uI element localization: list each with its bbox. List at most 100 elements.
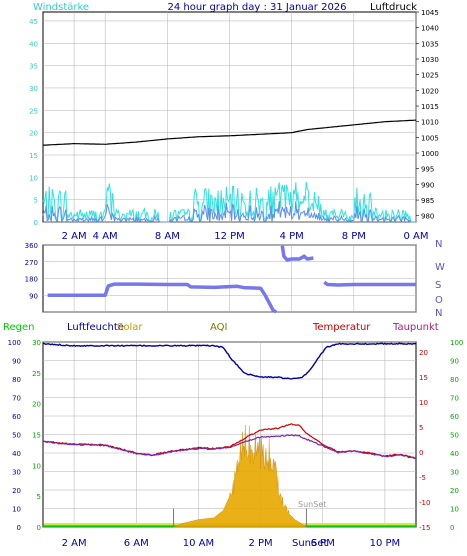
wind-tick-label: 25 xyxy=(29,107,38,115)
weather-series xyxy=(42,342,417,528)
time-tick-label: 12 PM xyxy=(214,231,245,242)
pressure-tick-label: 1030 xyxy=(421,56,439,64)
pressure-tick-label: 995 xyxy=(421,166,434,174)
weather-time-tick-label: 2 PM xyxy=(248,538,272,549)
compass-label: N xyxy=(435,308,442,319)
time-tick-label: 8 AM xyxy=(155,231,180,242)
percent-tick-label: 80 xyxy=(450,376,459,384)
weather-time-tick-label: 6 AM xyxy=(124,538,149,549)
rain-tick-label: 90 xyxy=(12,358,21,366)
legend-dewpoint: Taupunkt xyxy=(392,322,439,333)
temperature-tick-label: -5 xyxy=(419,474,426,482)
header-left-label: Windstärke xyxy=(33,2,89,13)
wind-tick-label: 35 xyxy=(29,63,38,71)
pressure-tick-label: 1010 xyxy=(421,119,439,127)
sunset-axis-label: SunSet xyxy=(292,538,328,549)
pressure-tick-label: 990 xyxy=(421,181,434,189)
rain-tick-label: 40 xyxy=(12,450,21,458)
pressure-tick-label: 1045 xyxy=(421,9,439,17)
humidity-line xyxy=(42,342,416,380)
direction-series xyxy=(47,245,416,314)
humidity-tick-label: 10 xyxy=(32,462,41,470)
temperature-tick-label: -10 xyxy=(419,499,430,507)
weather-time-tick-label: 10 AM xyxy=(183,538,214,549)
wind-tick-label: 10 xyxy=(29,174,38,182)
compass-label: O xyxy=(435,295,443,306)
time-tick-label: 2 AM xyxy=(62,231,87,242)
time-tick-label: 0 AM xyxy=(403,231,428,242)
humidity-tick-label: 5 xyxy=(37,493,41,501)
rain-tick-label: 50 xyxy=(12,432,21,440)
direction-tick-label: 270 xyxy=(25,259,38,267)
legend-solar: Solar xyxy=(117,322,143,333)
direction-tick-label: 90 xyxy=(29,292,38,300)
wind-axes: 0510152025303540459809859909951000100510… xyxy=(29,9,439,242)
time-tick-label: 8 PM xyxy=(342,231,366,242)
pressure-line xyxy=(42,119,417,146)
wind-tick-label: 5 xyxy=(34,197,38,205)
pressure-tick-label: 1035 xyxy=(421,40,439,48)
weather-time-tick-label: 6 PM xyxy=(311,538,335,549)
header-right-label: Luftdruck xyxy=(370,2,417,13)
time-tick-label: 4 AM xyxy=(93,231,118,242)
compass-label: N xyxy=(435,239,442,250)
legend-aqi: AQI xyxy=(210,322,228,333)
pressure-tick-label: 1020 xyxy=(421,87,439,95)
wind-gust-line xyxy=(42,181,416,224)
rain-tick-label: 70 xyxy=(12,395,21,403)
wind-tick-label: 15 xyxy=(29,152,38,160)
wind-tick-label: 30 xyxy=(29,85,38,93)
pressure-tick-label: 985 xyxy=(421,197,434,205)
direction-tick-label: 180 xyxy=(25,276,38,284)
temperature-tick-label: 5 xyxy=(419,424,423,432)
wind-tick-label: 20 xyxy=(29,130,38,138)
legend-rain: Regen xyxy=(3,322,35,333)
sunset-label: SunSet xyxy=(298,500,326,509)
rain-tick-label: 10 xyxy=(12,506,21,514)
pressure-tick-label: 1005 xyxy=(421,134,439,142)
direction-tick-label: 360 xyxy=(25,242,38,250)
percent-tick-label: 20 xyxy=(450,487,459,495)
rain-tick-label: 80 xyxy=(12,376,21,384)
pressure-tick-label: 980 xyxy=(421,213,434,221)
wind-tick-label: 0 xyxy=(34,219,38,227)
legend-humidity: Luftfeuchte xyxy=(67,322,124,333)
rain-tick-label: 60 xyxy=(12,413,21,421)
wind-tick-label: 40 xyxy=(29,40,38,48)
header-title: 24 hour graph day : 31 Januar 2026 xyxy=(167,2,346,13)
pressure-tick-label: 1025 xyxy=(421,72,439,80)
dewpoint-line xyxy=(42,434,417,460)
weather-grid xyxy=(43,341,416,528)
temperature-tick-label: 10 xyxy=(419,399,428,407)
percent-tick-label: 60 xyxy=(450,413,459,421)
wind-tick-label: 45 xyxy=(29,18,38,26)
temperature-tick-label: 20 xyxy=(419,349,428,357)
percent-tick-label: 100 xyxy=(450,339,463,347)
pressure-tick-label: 1040 xyxy=(421,25,439,33)
humidity-tick-label: 20 xyxy=(32,401,41,409)
percent-tick-label: 70 xyxy=(450,395,459,403)
wind-series xyxy=(42,119,417,224)
compass-label: S xyxy=(435,280,441,291)
humidity-tick-label: 30 xyxy=(32,339,41,347)
percent-tick-label: 0 xyxy=(450,524,454,532)
humidity-tick-label: 15 xyxy=(32,432,41,440)
percent-tick-label: 50 xyxy=(450,432,459,440)
temperature-tick-label: -15 xyxy=(419,524,430,532)
legend-temperature: Temperatur xyxy=(312,322,371,333)
humidity-tick-label: 0 xyxy=(37,524,41,532)
percent-tick-label: 10 xyxy=(450,506,459,514)
weather-time-tick-label: 10 PM xyxy=(370,538,401,549)
rain-tick-label: 100 xyxy=(8,339,21,347)
weather-time-tick-label: 2 AM xyxy=(62,538,87,549)
rain-tick-label: 20 xyxy=(12,487,21,495)
temperature-tick-label: 0 xyxy=(419,449,423,457)
temperature-tick-label: 15 xyxy=(419,374,428,382)
wind-average-line xyxy=(42,201,416,224)
solar-area xyxy=(173,424,308,528)
percent-tick-label: 90 xyxy=(450,358,459,366)
humidity-tick-label: 25 xyxy=(32,370,41,378)
weather-axes: 0102030405060708090100051015202530-15-10… xyxy=(8,339,464,549)
